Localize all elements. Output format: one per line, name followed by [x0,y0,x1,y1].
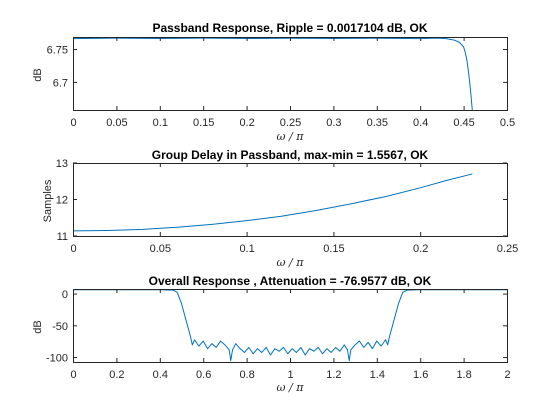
passband-response-xtick-label: 0 [70,117,76,129]
passband-response-series-line [73,37,473,110]
passband-response-xtick-label: 0.5 [500,117,515,129]
overall-response-title: Overall Response , Attenuation = -76.957… [149,274,432,288]
group-delay-xlabel: ω / π [277,256,305,269]
group-delay-series-line [73,173,473,232]
group-delay-xtick-label: 0.1 [239,243,254,255]
overall-response-xtick-label: 1.2 [326,369,341,381]
passband-response-ylabel: dB [32,68,44,81]
passband-response-xtick-label: 0.3 [326,117,341,129]
passband-response-xtick-label: 0.35 [367,117,388,129]
group-delay-xtick-label: 0.15 [323,243,344,255]
group-delay-title: Group Delay in Passband, max-min = 1.556… [152,148,429,162]
overall-response-ytick-label: -100 [46,353,68,365]
group-delay-ytick-label: 13 [56,158,68,170]
group-delay-axes: Group Delay in Passband, max-min = 1.556… [42,148,518,269]
overall-response-ytick-label: 0 [62,289,68,301]
group-delay-axes-box [73,163,508,237]
passband-response-xtick-label: 0.05 [106,117,127,129]
overall-response-xtick-label: 0 [70,369,76,381]
passband-response-xtick-label: 0.4 [413,117,428,129]
group-delay-xtick-label: 0.05 [150,243,171,255]
overall-response-axes-box [73,289,508,363]
overall-response-xtick-label: 0.2 [109,369,124,381]
passband-response-axes-box [73,37,508,111]
passband-response-ytick-label: 6.75 [47,44,68,56]
group-delay-xtick-label: 0 [70,243,76,255]
group-delay-xtick-label: 0.2 [413,243,428,255]
passband-response-ytick-label: 6.7 [53,77,68,89]
group-delay-ytick-label: 11 [57,231,68,243]
passband-response-xlabel: ω / π [277,130,305,143]
overall-response-axes: Overall Response , Attenuation = -76.957… [32,274,511,394]
passband-response-title: Passband Response, Ripple = 0.0017104 dB… [152,21,427,35]
overall-response-series-line [73,289,507,362]
passband-response-xtick-label: 0.45 [453,117,474,129]
passband-response-xtick-label: 0.15 [193,117,214,129]
overall-response-xtick-label: 1.6 [413,369,428,381]
passband-response-xtick-label: 0.1 [153,117,168,129]
overall-response-xtick-label: 0.8 [239,369,254,381]
overall-response-xtick-label: 0.6 [196,369,211,381]
passband-response-xtick-label: 0.25 [280,117,301,129]
overall-response-xlabel: ω / π [277,381,305,394]
passband-response-axes: Passband Response, Ripple = 0.0017104 dB… [32,21,515,143]
group-delay-ytick-label: 12 [56,195,68,207]
overall-response-xtick-label: 1.8 [456,369,471,381]
overall-response-xtick-label: 1.4 [370,369,385,381]
overall-response-xtick-label: 2 [504,369,510,381]
overall-response-xtick-label: 1 [287,369,293,381]
overall-response-ytick-label: -50 [52,321,68,333]
overall-response-ylabel: dB [32,320,44,333]
overall-response-xtick-label: 0.4 [153,369,168,381]
group-delay-ylabel: Samples [42,179,54,222]
group-delay-xtick-label: 0.25 [497,243,518,255]
passband-response-xtick-label: 0.2 [239,117,254,129]
